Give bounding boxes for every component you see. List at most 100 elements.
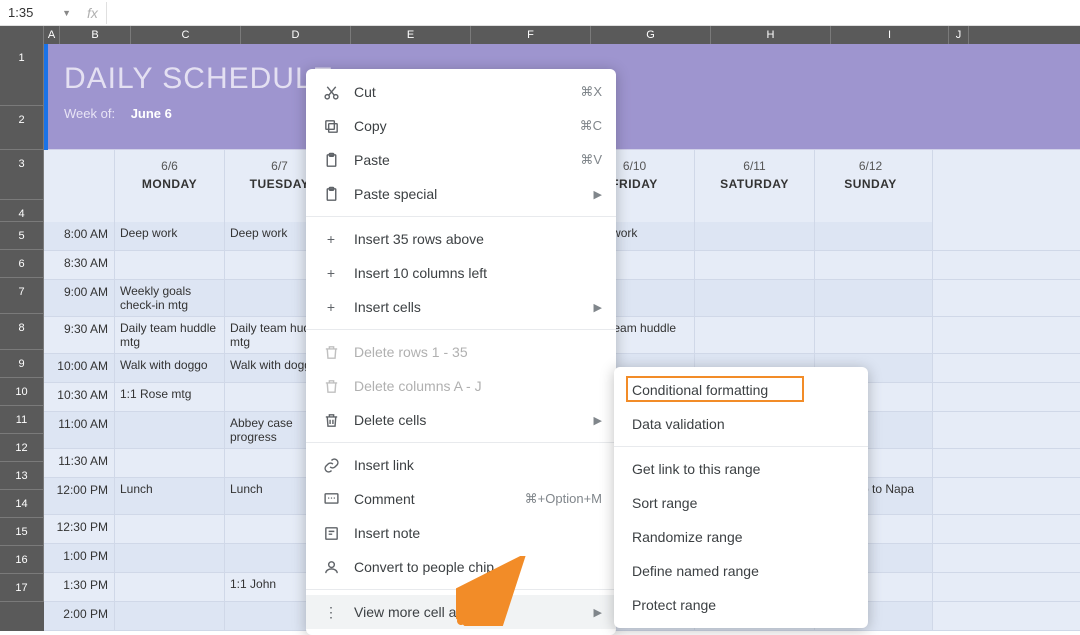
menu-separator: [306, 589, 616, 590]
row-header-5[interactable]: 5: [0, 222, 44, 250]
menu-cut[interactable]: Cut⌘X: [306, 75, 616, 109]
people-icon: [320, 559, 342, 576]
row-header-16[interactable]: 16: [0, 546, 44, 574]
menu-insert-note[interactable]: Insert note: [306, 516, 616, 550]
menu-insert-rows[interactable]: +Insert 35 rows above: [306, 222, 616, 256]
col-header-G[interactable]: G: [591, 26, 711, 44]
row-header-7[interactable]: 7: [0, 278, 44, 314]
time-cell[interactable]: 2:00 PM: [44, 602, 115, 630]
chevron-down-icon[interactable]: ▼: [62, 8, 71, 18]
schedule-cell[interactable]: Walk with doggo: [115, 354, 225, 382]
time-cell[interactable]: 9:30 AM: [44, 317, 115, 353]
menu-separator: [306, 442, 616, 443]
col-header-B[interactable]: B: [60, 26, 131, 44]
time-cell[interactable]: 9:00 AM: [44, 280, 115, 316]
schedule-cell[interactable]: [695, 251, 815, 279]
submenu-named-range[interactable]: Define named range: [614, 554, 868, 588]
schedule-cell[interactable]: [695, 317, 815, 353]
row-header-14[interactable]: 14: [0, 490, 44, 518]
schedule-cell[interactable]: [115, 515, 225, 543]
time-cell[interactable]: 10:00 AM: [44, 354, 115, 382]
schedule-cell[interactable]: [115, 602, 225, 630]
menu-delete-cells[interactable]: Delete cells▶: [306, 403, 616, 437]
row-header-10[interactable]: 10: [0, 378, 44, 406]
row-header-12[interactable]: 12: [0, 434, 44, 462]
schedule-cell[interactable]: Deep work: [115, 222, 225, 250]
submenu-data-validation[interactable]: Data validation: [614, 407, 868, 441]
col-header-D[interactable]: D: [241, 26, 351, 44]
col-header-J[interactable]: J: [949, 26, 969, 44]
menu-delete-cols[interactable]: Delete columns A - J: [306, 369, 616, 403]
menu-separator: [306, 329, 616, 330]
schedule-cell[interactable]: [115, 412, 225, 448]
time-cell[interactable]: 12:00 PM: [44, 478, 115, 514]
row-header-3[interactable]: 3: [0, 150, 44, 200]
time-cell[interactable]: 8:30 AM: [44, 251, 115, 279]
menu-insert-cols[interactable]: +Insert 10 columns left: [306, 256, 616, 290]
schedule-cell[interactable]: [815, 280, 933, 316]
row-header-2[interactable]: 2: [0, 106, 44, 150]
schedule-cell[interactable]: [815, 251, 933, 279]
time-cell[interactable]: 1:30 PM: [44, 573, 115, 601]
row-header-6[interactable]: 6: [0, 250, 44, 278]
row-header-4[interactable]: 4: [0, 200, 44, 222]
select-all-corner[interactable]: [0, 26, 44, 44]
menu-copy[interactable]: Copy⌘C: [306, 109, 616, 143]
col-header-F[interactable]: F: [471, 26, 591, 44]
schedule-cell[interactable]: [815, 317, 933, 353]
plus-icon: +: [320, 231, 342, 247]
time-cell[interactable]: 8:00 AM: [44, 222, 115, 250]
menu-paste-special[interactable]: Paste special▶: [306, 177, 616, 211]
note-icon: [320, 525, 342, 542]
submenu-protect-range[interactable]: Protect range: [614, 588, 868, 622]
selection-indicator: [44, 44, 48, 150]
menu-people-chip[interactable]: Convert to people chip: [306, 550, 616, 584]
menu-paste[interactable]: Paste⌘V: [306, 143, 616, 177]
name-box[interactable]: 1:35 ▼: [2, 2, 77, 24]
schedule-cell[interactable]: [815, 222, 933, 250]
trash-icon: [320, 378, 342, 395]
schedule-cell[interactable]: Daily team huddle mtg: [115, 317, 225, 353]
time-cell[interactable]: 10:30 AM: [44, 383, 115, 411]
link-icon: [320, 457, 342, 474]
time-cell[interactable]: 11:30 AM: [44, 449, 115, 477]
row-header-8[interactable]: 8: [0, 314, 44, 350]
menu-view-more[interactable]: ⋮View more cell actions▶: [306, 595, 616, 629]
day-header: 6/12SUNDAY: [815, 150, 933, 200]
time-cell[interactable]: 12:30 PM: [44, 515, 115, 543]
schedule-cell[interactable]: 1:1 Rose mtg: [115, 383, 225, 411]
row-header-1[interactable]: 1: [0, 44, 44, 106]
menu-delete-rows[interactable]: Delete rows 1 - 35: [306, 335, 616, 369]
row-header-17[interactable]: 17: [0, 574, 44, 602]
time-cell[interactable]: 11:00 AM: [44, 412, 115, 448]
col-header-A[interactable]: A: [44, 26, 60, 44]
schedule-cell[interactable]: Lunch: [115, 478, 225, 514]
submenu-randomize[interactable]: Randomize range: [614, 520, 868, 554]
formula-input[interactable]: [106, 2, 1080, 24]
menu-comment[interactable]: Comment⌘+Option+M: [306, 482, 616, 516]
schedule-cell[interactable]: [115, 544, 225, 572]
row-header-11[interactable]: 11: [0, 406, 44, 434]
col-header-I[interactable]: I: [831, 26, 949, 44]
menu-insert-link[interactable]: Insert link: [306, 448, 616, 482]
row-header-13[interactable]: 13: [0, 462, 44, 490]
chevron-right-icon: ▶: [594, 414, 602, 427]
schedule-cell[interactable]: [695, 222, 815, 250]
submenu-conditional-formatting[interactable]: Conditional formatting: [614, 373, 868, 407]
menu-insert-cells[interactable]: +Insert cells▶: [306, 290, 616, 324]
column-headers: A B C D E F G H I J: [0, 26, 1080, 44]
col-header-H[interactable]: H: [711, 26, 831, 44]
schedule-cell[interactable]: [115, 573, 225, 601]
col-header-C[interactable]: C: [131, 26, 241, 44]
schedule-cell[interactable]: [115, 251, 225, 279]
chevron-right-icon: ▶: [594, 188, 602, 201]
row-header-9[interactable]: 9: [0, 350, 44, 378]
schedule-cell[interactable]: [115, 449, 225, 477]
time-cell[interactable]: 1:00 PM: [44, 544, 115, 572]
submenu-get-link[interactable]: Get link to this range: [614, 452, 868, 486]
schedule-cell[interactable]: Weekly goals check-in mtg: [115, 280, 225, 316]
col-header-E[interactable]: E: [351, 26, 471, 44]
schedule-cell[interactable]: [695, 280, 815, 316]
row-header-15[interactable]: 15: [0, 518, 44, 546]
submenu-sort-range[interactable]: Sort range: [614, 486, 868, 520]
